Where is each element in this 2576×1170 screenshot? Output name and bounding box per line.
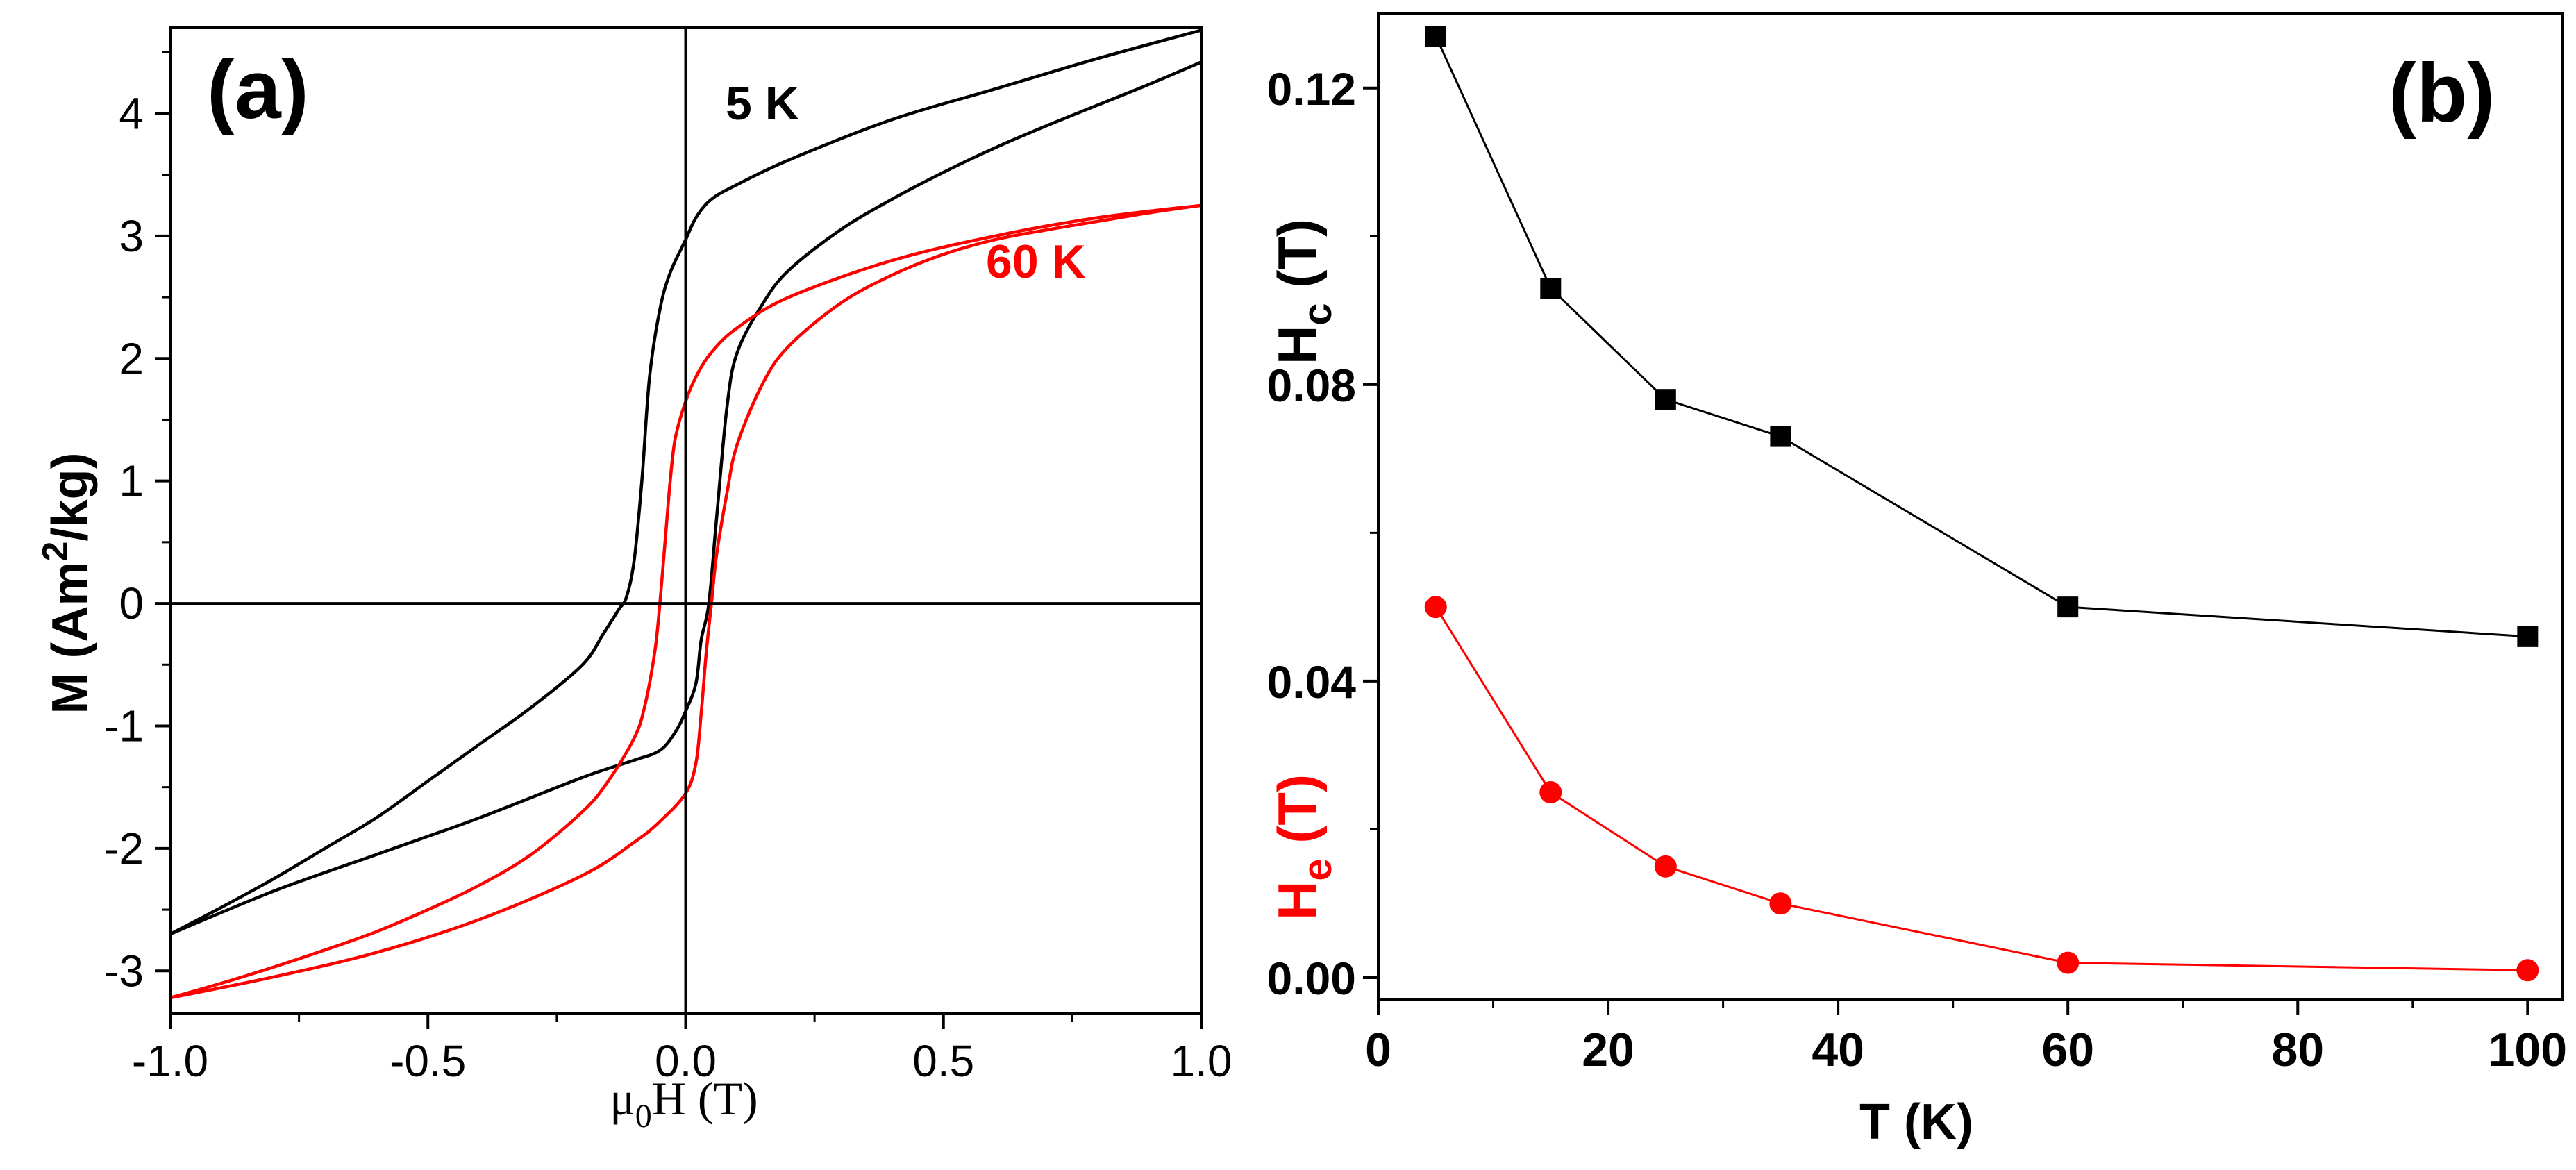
series-hc-point (2057, 596, 2079, 618)
series-5k-label: 5 K (726, 77, 799, 130)
series-hc-line (1435, 35, 2528, 638)
series-he-line (1435, 606, 2528, 971)
ylabel-a-rest: /kg) (42, 453, 98, 542)
series-60k-label: 60 K (986, 235, 1086, 288)
panel-b-series-group (1424, 26, 2539, 982)
panel-b-frame (1377, 12, 2564, 1001)
x-tick-label: 1.0 (1171, 1036, 1232, 1086)
y-tick-label: -3 (104, 946, 144, 996)
series-he-point (1424, 596, 1447, 619)
y-tick-label: 0.00 (1267, 953, 1356, 1004)
x-tick-label: 0.5 (912, 1036, 974, 1086)
panel-b-ylabel-he: He (T) (1266, 774, 1340, 920)
x-tick-label: 80 (2271, 1023, 2324, 1076)
ylabel-a-sup: 2 (35, 542, 76, 562)
panel-a-ylabel: M (Am2/kg) (35, 453, 98, 714)
ylabel-hc-rest: (T) (1266, 219, 1328, 303)
series-5k-descending-curve (169, 28, 1202, 936)
x-tick-label: 60 (2041, 1023, 2094, 1076)
ylabel-he-main: H (1266, 881, 1328, 920)
xlabel-a-sub: 0 (635, 1098, 652, 1135)
ylabel-hc-sub: c (1295, 303, 1340, 325)
ylabel-he-rest: (T) (1266, 774, 1328, 858)
ylabel-a-prefix: M (Am (42, 561, 98, 714)
ylabel-hc-main: H (1266, 326, 1328, 365)
series-he-point (1769, 892, 1792, 915)
x-tick-label: -1.0 (132, 1036, 208, 1086)
series-hc-point (1770, 426, 1791, 447)
y-tick-label: -1 (104, 701, 144, 751)
series-hc-point (1540, 278, 1562, 299)
panel-b-ylabel-hc: Hc (T) (1266, 219, 1340, 365)
y-tick-label: 0.12 (1267, 63, 1356, 115)
series-he-point (1539, 781, 1562, 804)
x-tick-label: 0 (1365, 1023, 1391, 1076)
series-hc-point (1425, 26, 1446, 47)
panel-b-xlabel: T (K) (1859, 1094, 1973, 1150)
panel-a-xlabel: μ0H (T) (610, 1072, 758, 1135)
xlabel-a-rest: H (T) (652, 1072, 758, 1125)
series-he-point (1654, 855, 1677, 878)
x-tick-label: 20 (1582, 1023, 1634, 1076)
panel-a-hysteresis: -1.0 -0.5 0.0 0.5 1.0 -3 -2 -1 0 1 2 3 4 (a) 5 K 60 … (35, 26, 1232, 1135)
panel-a-ticks: -1.0 -0.5 0.0 0.5 1.0 -3 -2 -1 0 1 2 3 4 (104, 51, 1232, 1086)
y-tick-label: -2 (104, 824, 144, 874)
series-he-point (2057, 951, 2080, 974)
y-tick-label: 1 (119, 456, 144, 506)
panel-a-label: (a) (207, 43, 309, 136)
series-hc-point (2517, 626, 2539, 647)
x-tick-label: 0.0 (655, 1036, 717, 1086)
panel-a-zero-lines (170, 28, 1201, 1014)
y-tick-label: 0 (119, 578, 144, 628)
panel-b-ticks: 0 20 40 60 80 100 0.00 0.04 0.08 0.12 (1267, 63, 2568, 1076)
series-5k-ascending-curve (169, 60, 1202, 936)
ylabel-he-sub: e (1295, 858, 1340, 880)
x-tick-label: 40 (1812, 1023, 1864, 1076)
xlabel-a-prefix: μ (610, 1072, 635, 1125)
y-tick-label: 3 (119, 211, 144, 261)
panel-b-label: (b) (2389, 47, 2495, 140)
y-tick-label: 0.04 (1267, 656, 1357, 708)
series-60k-ascending-curve (169, 203, 1202, 1000)
x-tick-label: 100 (2489, 1023, 2567, 1076)
y-tick-label: 2 (119, 333, 144, 383)
series-he-point (2516, 959, 2539, 982)
series-hc-point (1655, 389, 1676, 410)
y-tick-label: 4 (119, 88, 144, 138)
y-tick-label: 0.08 (1267, 360, 1356, 411)
x-tick-label: -0.5 (390, 1036, 466, 1086)
